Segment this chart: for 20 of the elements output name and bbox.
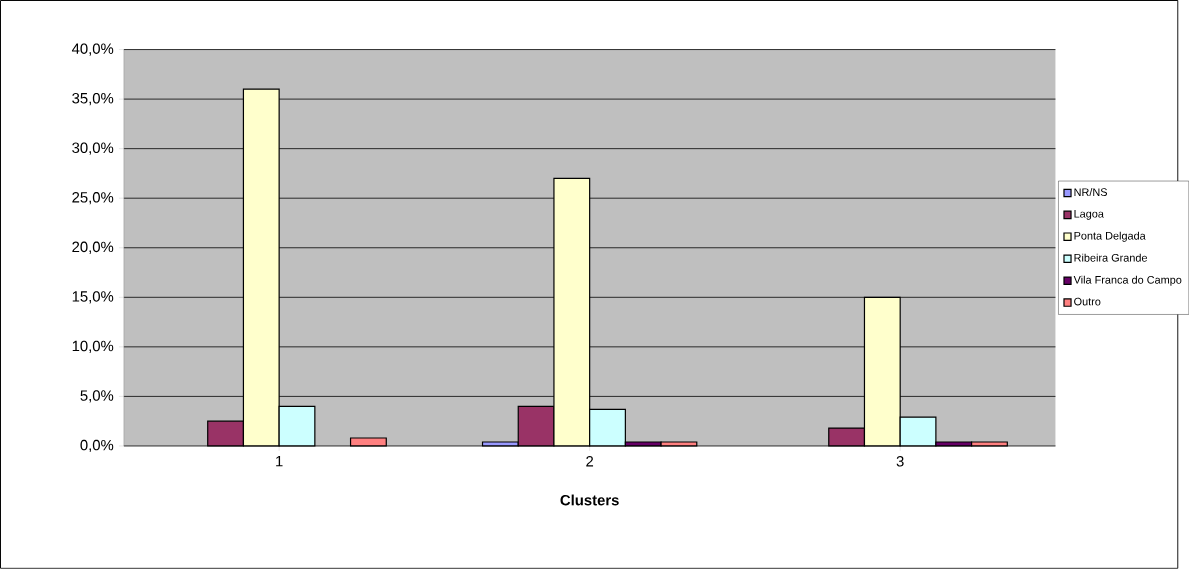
bar <box>349 437 387 447</box>
y-tick-label: 20,0% <box>72 241 114 254</box>
y-tick-label: 0,0% <box>80 439 114 453</box>
legend-label: Vila Franca do Campo <box>1073 275 1182 286</box>
y-tick-label: 30,0% <box>72 142 114 155</box>
x-tick-label: 3 <box>896 456 904 467</box>
x-tick-label: 2 <box>586 456 594 467</box>
legend-label: Lagoa <box>1074 210 1104 220</box>
y-tick-label: 15,0% <box>72 291 114 304</box>
legend-label: NR/NS <box>1074 188 1108 197</box>
y-tick-label: 35,0% <box>72 93 114 106</box>
legend-label: Outro <box>1074 297 1101 306</box>
x-tick-label: 1 <box>276 456 283 467</box>
y-tick-label: 5,0% <box>80 390 114 403</box>
legend-label: Ponta Delgada <box>1074 231 1146 242</box>
y-tick-label: 10,0% <box>72 340 114 354</box>
x-axis-title: Clusters <box>560 494 619 506</box>
y-tick-label: 25,0% <box>72 192 114 205</box>
legend-label: Ribeira Grande <box>1074 253 1148 262</box>
y-tick-label: 40,0% <box>71 43 114 56</box>
